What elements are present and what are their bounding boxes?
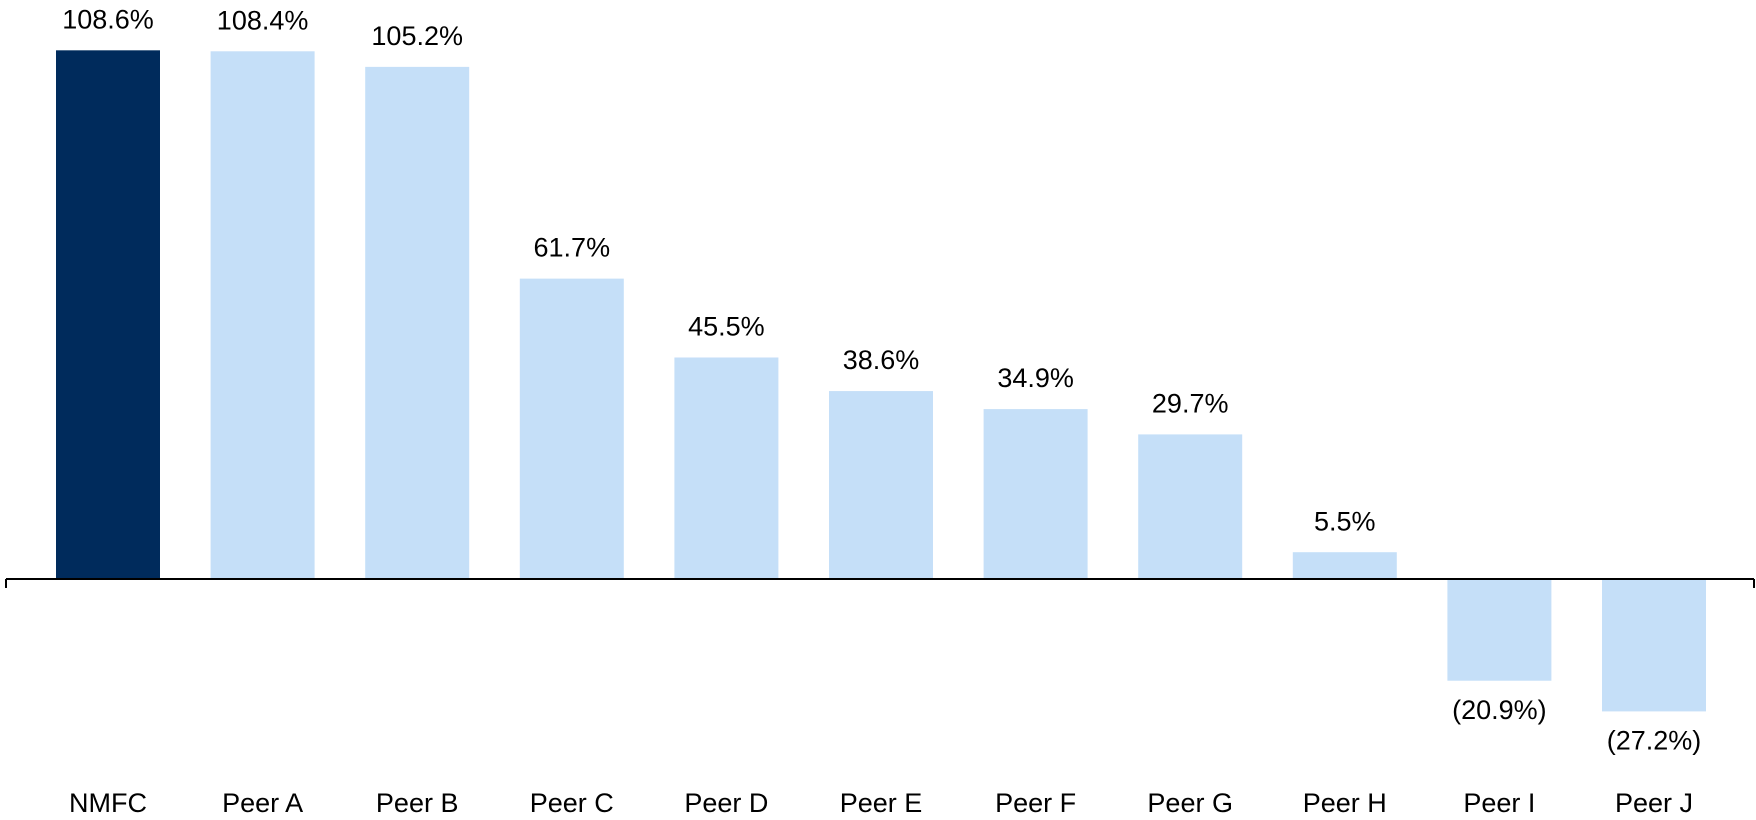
x-tick-label: Peer C <box>530 788 614 818</box>
x-tick-label: Peer A <box>222 788 303 818</box>
value-label: 105.2% <box>371 21 463 51</box>
x-tick-label: Peer E <box>840 788 923 818</box>
value-label: 45.5% <box>688 312 765 342</box>
x-tick-label: Peer J <box>1615 788 1693 818</box>
value-label: 5.5% <box>1314 506 1376 536</box>
x-tick-label: Peer G <box>1147 788 1233 818</box>
bar <box>983 409 1088 579</box>
bar <box>210 51 315 579</box>
bar <box>56 50 160 579</box>
bar <box>1602 578 1706 712</box>
value-label: 29.7% <box>1152 389 1229 419</box>
value-label: 61.7% <box>534 233 611 263</box>
x-tick-label: Peer H <box>1303 788 1387 818</box>
value-label: 108.4% <box>217 5 309 35</box>
bar <box>365 66 470 579</box>
value-label: 38.6% <box>843 345 920 375</box>
value-label: (20.9%) <box>1452 695 1547 725</box>
value-label: (27.2%) <box>1607 726 1702 756</box>
bar <box>519 278 624 579</box>
x-tick-label: Peer F <box>995 788 1076 818</box>
x-tick-label: Peer D <box>684 788 768 818</box>
x-tick-label: Peer I <box>1463 788 1535 818</box>
bar <box>674 357 779 579</box>
x-tick-label: Peer B <box>376 788 459 818</box>
bar <box>1292 552 1397 579</box>
value-label: 34.9% <box>997 363 1074 393</box>
bar <box>829 391 933 579</box>
bar <box>1447 578 1552 681</box>
x-tick-label: NMFC <box>69 788 147 818</box>
bar <box>1138 434 1243 579</box>
value-label: 108.6% <box>62 4 154 34</box>
